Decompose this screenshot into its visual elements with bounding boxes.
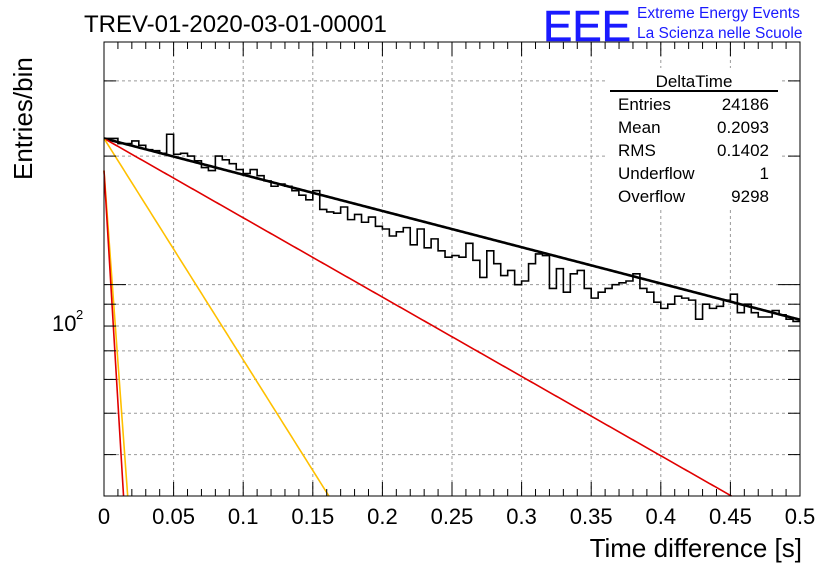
x-tick-label: 0.25 — [431, 504, 474, 529]
x-tick-label: 0.5 — [785, 504, 816, 529]
stats-value-mean: 0.2093 — [717, 118, 769, 137]
eee-logo: EEE Extreme Energy Events La Scienza nel… — [543, 2, 803, 52]
fit-curve — [103, 170, 125, 497]
eee-logo-mark: EEE — [543, 2, 631, 51]
x-tick-label: 0.4 — [646, 504, 677, 529]
histogram-outline — [104, 133, 800, 323]
x-axis-label: Time difference [s] — [590, 533, 802, 563]
stats-label-overflow: Overflow — [618, 187, 686, 206]
stats-value-entries: 24186 — [722, 95, 769, 114]
stats-title: DeltaTime — [656, 72, 733, 91]
stats-value-rms: 0.1402 — [717, 141, 769, 160]
stats-label-underflow: Underflow — [618, 164, 695, 183]
x-tick-label: 0.45 — [709, 504, 752, 529]
stats-value-underflow: 1 — [760, 164, 769, 183]
fit-curve — [103, 137, 801, 321]
histogram — [104, 133, 800, 323]
stats-label-entries: Entries — [618, 95, 671, 114]
stats-label-mean: Mean — [618, 118, 661, 137]
x-tick-label: 0.35 — [570, 504, 613, 529]
y-tick-label-exponent: 2 — [76, 307, 83, 322]
x-tick-label: 0.1 — [228, 504, 259, 529]
x-tick-label: 0.2 — [367, 504, 398, 529]
x-tick-label: 0.05 — [152, 504, 195, 529]
fit-curves — [103, 137, 801, 497]
fit-curve — [103, 137, 330, 497]
run-title: TREV-01-2020-03-01-00001 — [84, 11, 387, 38]
y-tick-label-base: 10 — [52, 311, 76, 336]
stats-value-overflow: 9298 — [731, 187, 769, 206]
grid-lines — [104, 42, 800, 496]
x-tick-label: 0 — [98, 504, 110, 529]
axis-ticks — [103, 42, 801, 496]
eee-logo-line2: La Scienza nelle Scuole — [637, 25, 802, 42]
x-tick-label: 0.3 — [506, 504, 537, 529]
stats-label-rms: RMS — [618, 141, 656, 160]
x-tick-label: 0.15 — [291, 504, 334, 529]
y-axis-label: Entries/bin — [8, 57, 38, 180]
stats-box: DeltaTime Entries 24186 Mean 0.2093 RMS … — [608, 68, 780, 208]
x-tick-labels: 0 0.05 0.1 0.15 0.2 0.25 0.3 0.35 0.4 0.45 0.5 — [98, 504, 815, 529]
fit-curve — [103, 137, 732, 497]
eee-logo-line1: Extreme Energy Events — [637, 5, 800, 22]
